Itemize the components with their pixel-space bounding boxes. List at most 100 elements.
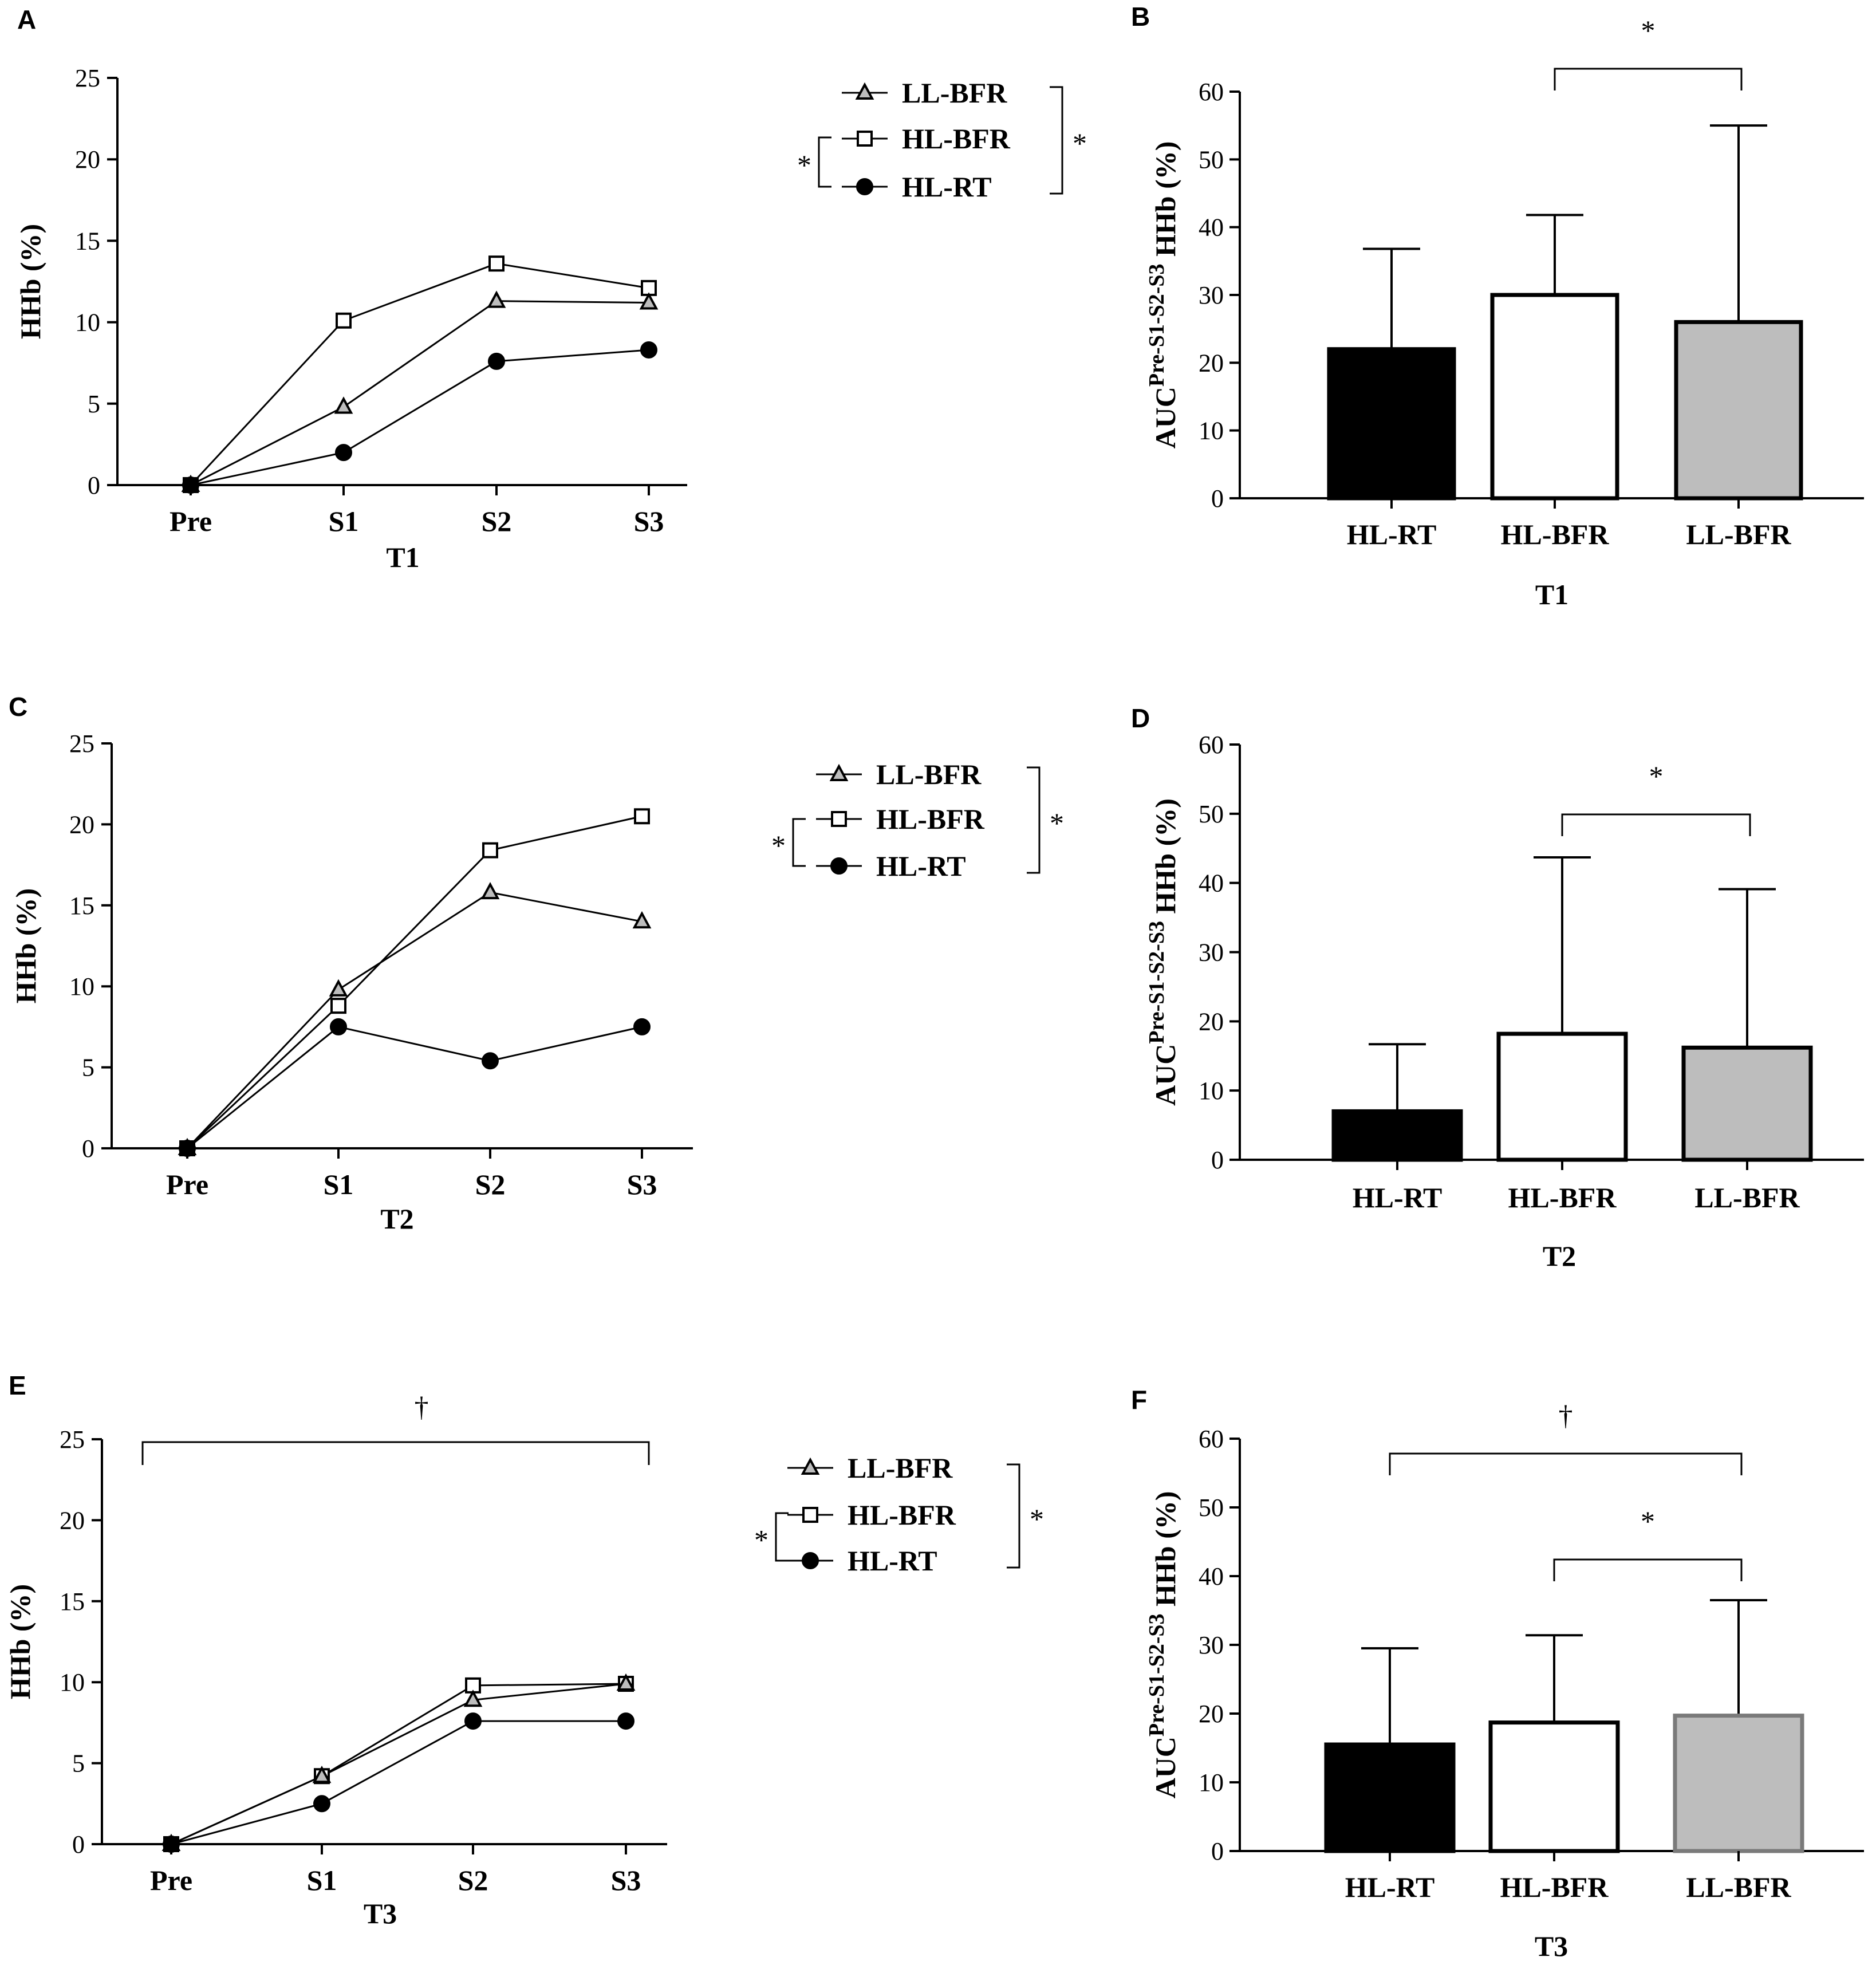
legend-marker-ll-bfr: [801, 1457, 820, 1475]
y-tick-label: 60: [1199, 731, 1224, 759]
y-tick-label: 25: [69, 730, 94, 758]
y-tick-label: 25: [60, 1425, 85, 1454]
y-tick-label: 40: [1199, 214, 1224, 242]
y-tick-label: 0: [1211, 1146, 1224, 1174]
y-axis-title: HHb (%): [10, 888, 42, 1003]
significance-bracket: [1561, 813, 1751, 836]
y-tick-label: 60: [1199, 78, 1224, 106]
data-point-hl-rt: [179, 1140, 196, 1157]
legend-bracket-right: [1050, 86, 1063, 195]
data-point-ll-bfr: [312, 1766, 332, 1783]
bar-ll-bfr: [1681, 1045, 1813, 1162]
significance-bracket: [141, 1441, 650, 1465]
bar-ll-bfr: [1674, 320, 1803, 501]
panel-label: D: [1131, 703, 1150, 733]
x-tick-label: S3: [627, 1168, 657, 1200]
x-axis-title: T2: [380, 1203, 413, 1235]
y-tick-label: 5: [72, 1750, 85, 1778]
significance-mark: *: [1030, 1503, 1044, 1535]
y-tick-label: 0: [1211, 485, 1224, 513]
data-point-ll-bfr: [329, 979, 348, 997]
legend-label: LL-BFR: [876, 758, 982, 790]
y-tick-label: 20: [1199, 1700, 1224, 1728]
bar-hl-bfr: [1488, 1720, 1620, 1853]
y-tick-label: 50: [1199, 1494, 1224, 1522]
x-tick-label: Pre: [150, 1864, 192, 1896]
y-tick-label: 10: [1199, 1769, 1224, 1797]
data-point-hl-rt: [330, 1018, 347, 1035]
legend-bracket-left: [818, 136, 831, 188]
y-tick-label: 20: [69, 810, 94, 838]
legend-label: HL-RT: [902, 171, 992, 203]
x-tick-label: HL-RT: [1353, 1182, 1443, 1214]
y-tick-label: 50: [1199, 800, 1224, 828]
significance-mark: *: [1641, 1505, 1655, 1537]
y-tick-label: 10: [75, 309, 100, 337]
data-point-hl-bfr: [488, 255, 505, 272]
x-tick-label: HL-RT: [1345, 1871, 1435, 1903]
legend-marker-hl-bfr: [802, 1507, 818, 1523]
panel-c: C 0 5 10 15 20 25 Pre S1 S2 S3 T2 HHb (%) LL-BFR HL-BF…: [9, 692, 1064, 1235]
series-line-hl-bfr: [186, 815, 643, 1149]
bar-hl-rt: [1331, 1109, 1463, 1162]
panel-e: E 0 5 10 15 20 25 Pre S1 S2 S3 T3 HHb (%) LL-BFR HL-BF…: [4, 1371, 1044, 1929]
data-point-ll-bfr: [639, 292, 659, 310]
x-tick-label: S2: [475, 1168, 506, 1200]
x-tick-label: HL-RT: [1347, 518, 1437, 550]
data-point-ll-bfr: [334, 396, 353, 414]
series-line-hl-bfr: [171, 1683, 626, 1845]
data-point-hl-rt: [482, 1052, 499, 1070]
significance-mark: *: [754, 1524, 768, 1556]
data-point-ll-bfr: [632, 911, 652, 929]
bar-hl-rt: [1327, 347, 1456, 501]
y-tick-label: 0: [72, 1830, 85, 1858]
data-point-hl-bfr: [634, 808, 650, 825]
x-tick-label: S3: [611, 1864, 641, 1896]
y-axis-title: AUCPre-S1-S2-S3 HHb (%): [1145, 1491, 1181, 1799]
legend-bracket-right: [1027, 766, 1041, 874]
y-tick-label: 0: [1211, 1837, 1224, 1865]
y-tick-label: 40: [1199, 1562, 1224, 1590]
y-axis-title: HHb (%): [14, 224, 46, 339]
x-tick-label: HL-BFR: [1500, 1871, 1609, 1903]
x-tick-label: LL-BFR: [1686, 518, 1791, 550]
data-point-hl-rt: [633, 1018, 651, 1035]
x-tick-label: S1: [324, 1168, 354, 1200]
data-point-hl-rt: [313, 1795, 330, 1813]
series-line-ll-bfr: [190, 300, 649, 486]
y-tick-label: 5: [82, 1054, 94, 1082]
y-tick-label: 30: [1199, 939, 1224, 967]
legend-label: LL-BFR: [902, 77, 1007, 109]
y-axis-title: AUCPre-S1-S2-S3 HHb (%): [1145, 798, 1181, 1106]
x-tick-label: S3: [634, 505, 664, 537]
x-tick-label: LL-BFR: [1694, 1182, 1800, 1214]
legend-marker-hl-rt: [802, 1552, 819, 1569]
y-axis-title: HHb (%): [4, 1584, 36, 1699]
legend-bracket-left: [792, 818, 806, 867]
data-point-hl-bfr: [330, 998, 346, 1014]
panel-label: A: [17, 5, 36, 34]
bar-hl-bfr: [1496, 1031, 1628, 1162]
data-point-hl-rt: [335, 444, 352, 462]
legend-bracket-right: [1007, 1463, 1020, 1569]
x-tick-label: S2: [458, 1864, 488, 1896]
legend-label: HL-BFR: [876, 803, 985, 835]
y-tick-label: 25: [75, 64, 100, 92]
y-tick-label: 20: [75, 145, 100, 174]
legend-label: HL-BFR: [902, 123, 1011, 155]
data-point-hl-rt: [640, 341, 657, 359]
data-point-hl-bfr: [336, 312, 352, 329]
data-point-hl-rt: [182, 477, 199, 494]
x-tick-label: Pre: [170, 505, 212, 537]
y-tick-label: 10: [69, 972, 94, 1001]
y-tick-label: 10: [1199, 417, 1224, 445]
data-point-hl-rt: [464, 1712, 482, 1730]
legend-label: HL-RT: [876, 850, 966, 882]
legend-marker-hl-bfr: [857, 131, 873, 147]
data-point-hl-bfr: [482, 842, 498, 859]
significance-mark: *: [1050, 807, 1064, 839]
significance-mark: *: [1641, 14, 1656, 46]
series-line-ll-bfr: [186, 891, 643, 1149]
series-line-ll-bfr: [171, 1683, 626, 1845]
x-tick-label: S1: [329, 505, 359, 537]
